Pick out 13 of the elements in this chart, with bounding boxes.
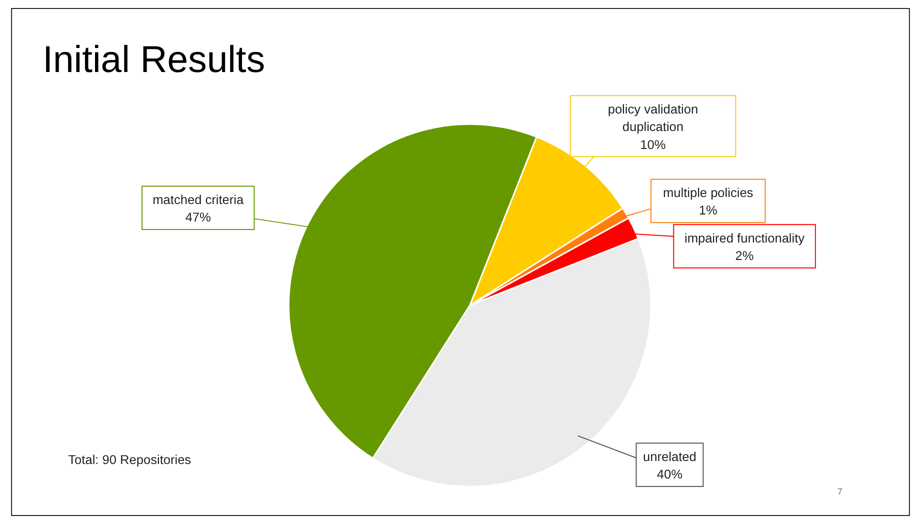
data-label: 47% (185, 210, 211, 225)
data-label: 2% (735, 248, 754, 264)
data-label: 1% (698, 202, 718, 218)
data-label: 40% (656, 466, 682, 482)
text: 7 (838, 486, 843, 496)
slice-label: impaired functionality (684, 230, 806, 246)
slice-label: matched criteria (152, 192, 244, 207)
data-label: 10% (640, 136, 666, 152)
chart-title: Initial Results (42, 38, 266, 80)
slice-label: multiple policies (662, 185, 754, 200)
slice-label: policy validation duplication (608, 101, 698, 134)
text: Total: 90 Repositories (68, 452, 192, 467)
slice-label: unrelated (643, 448, 696, 464)
